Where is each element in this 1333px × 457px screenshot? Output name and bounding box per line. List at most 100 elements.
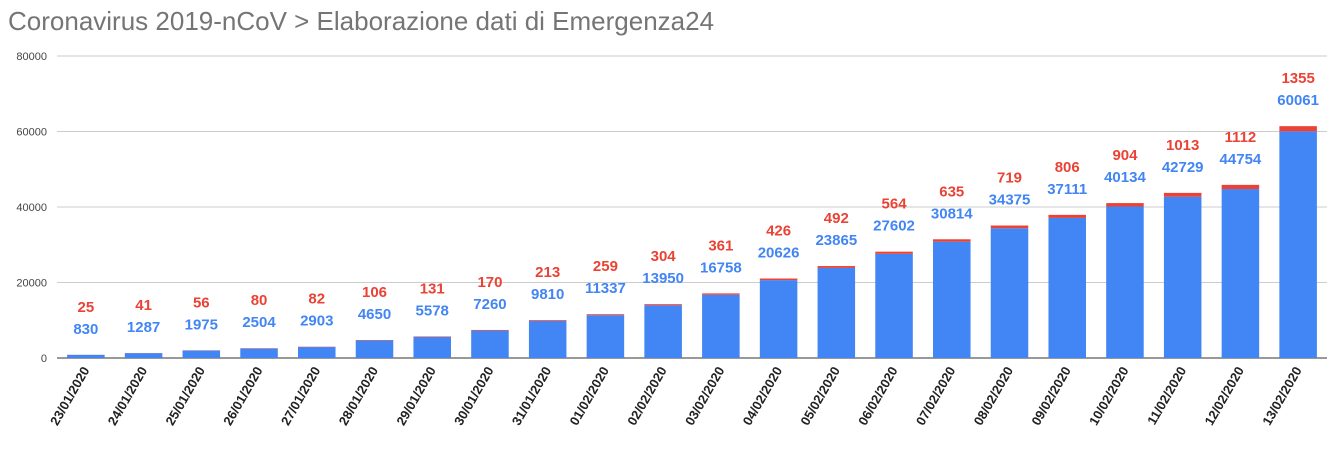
bar-cases xyxy=(1163,196,1202,358)
x-tick-label: 02/02/2020 xyxy=(624,364,670,428)
bar-deaths xyxy=(759,278,798,281)
data-labels: 830 25 1287 41 1975 56 2504 80 2903 82 4650 106 5578… xyxy=(73,70,1319,338)
bar-deaths xyxy=(990,225,1029,229)
x-tick-label: 27/01/2020 xyxy=(278,364,324,428)
data-label-deaths: 1013 xyxy=(1166,137,1199,154)
x-axis: 23/01/2020 24/01/2020 25/01/2020 26/01/2020… xyxy=(47,364,1305,428)
data-label-cases: 23865 xyxy=(815,232,857,249)
x-tick-label: 10/02/2020 xyxy=(1086,364,1132,428)
x-tick-label: 29/01/2020 xyxy=(393,364,439,428)
y-tick-label: 0 xyxy=(41,353,47,365)
data-label-cases: 11337 xyxy=(585,280,626,297)
data-label-deaths: 41 xyxy=(135,297,152,314)
bar-cases xyxy=(1048,217,1086,358)
data-label-cases: 2903 xyxy=(300,313,333,330)
data-label-cases: 40134 xyxy=(1104,169,1146,186)
x-tick-label: 25/01/2020 xyxy=(162,364,208,428)
x-tick-label: 08/02/2020 xyxy=(971,364,1017,428)
data-label-cases: 13950 xyxy=(642,270,684,287)
data-label-cases: 1975 xyxy=(185,316,218,333)
data-label-deaths: 259 xyxy=(593,258,618,275)
bar-deaths xyxy=(1221,184,1260,190)
y-tick-label: 80000 xyxy=(16,51,47,63)
x-tick-label: 09/02/2020 xyxy=(1028,364,1074,428)
data-label-deaths: 1112 xyxy=(1225,129,1257,146)
x-tick-label: 04/02/2020 xyxy=(740,364,786,428)
data-label-cases: 830 xyxy=(73,321,98,338)
bar-deaths xyxy=(528,320,567,321)
data-label-deaths: 635 xyxy=(939,183,964,200)
bar-cases xyxy=(990,228,1029,358)
bar-cases xyxy=(240,348,278,358)
x-tick-label: 13/02/2020 xyxy=(1259,364,1305,428)
bar-cases xyxy=(759,280,798,358)
bar-cases xyxy=(702,294,740,358)
bar-deaths xyxy=(702,293,740,295)
x-tick-label: 11/02/2020 xyxy=(1144,364,1189,427)
bar-cases xyxy=(644,305,682,358)
bar-cases xyxy=(933,241,971,358)
bar-deaths xyxy=(1048,214,1086,218)
data-label-deaths: 361 xyxy=(708,237,733,254)
bar-deaths xyxy=(1279,126,1317,132)
data-label-deaths: 492 xyxy=(824,210,849,227)
data-label-cases: 2504 xyxy=(242,314,276,331)
bar-cases xyxy=(182,350,221,358)
data-label-cases: 20626 xyxy=(758,245,800,262)
data-label-cases: 1287 xyxy=(127,319,160,336)
bar-deaths xyxy=(875,251,913,254)
bar-cases xyxy=(355,340,394,358)
data-label-deaths: 1355 xyxy=(1281,70,1314,87)
data-label-cases: 5578 xyxy=(416,302,449,319)
bar-cases xyxy=(471,330,509,358)
bar-deaths xyxy=(1163,192,1202,197)
data-label-cases: 4650 xyxy=(358,306,391,323)
x-tick-label: 30/01/2020 xyxy=(451,364,497,428)
data-label-cases: 27602 xyxy=(873,218,915,235)
bar-cases xyxy=(586,315,625,358)
data-label-cases: 30814 xyxy=(931,205,973,222)
bar-deaths xyxy=(471,329,509,331)
bar-deaths xyxy=(933,239,971,242)
y-tick-label: 40000 xyxy=(16,202,47,214)
bars xyxy=(67,126,1317,358)
x-tick-label: 05/02/2020 xyxy=(797,364,843,428)
bar-cases xyxy=(1221,189,1260,358)
bar-deaths xyxy=(644,304,682,306)
x-tick-label: 06/02/2020 xyxy=(855,364,901,428)
data-label-deaths: 564 xyxy=(882,196,908,213)
chart-title: Coronavirus 2019-nCoV > Elaborazione dat… xyxy=(8,6,715,36)
data-label-cases: 60061 xyxy=(1277,92,1319,109)
x-tick-label: 28/01/2020 xyxy=(336,364,382,428)
data-label-deaths: 80 xyxy=(251,292,268,309)
data-label-cases: 42729 xyxy=(1162,159,1204,176)
y-tick-label: 60000 xyxy=(16,127,47,139)
x-tick-label: 24/01/2020 xyxy=(105,364,151,428)
data-label-cases: 9810 xyxy=(531,286,564,303)
bar-cases xyxy=(875,253,913,358)
data-label-deaths: 56 xyxy=(193,294,210,311)
bar-cases xyxy=(67,354,105,358)
data-label-cases: 37111 xyxy=(1047,181,1087,198)
x-tick-label: 31/01/2020 xyxy=(509,364,555,428)
data-label-deaths: 25 xyxy=(78,299,95,316)
data-label-cases: 44754 xyxy=(1220,151,1262,168)
data-label-deaths: 213 xyxy=(535,264,560,281)
data-label-deaths: 719 xyxy=(997,170,1022,187)
data-label-deaths: 82 xyxy=(308,291,325,308)
bar-cases xyxy=(124,353,163,358)
bar-deaths xyxy=(817,266,856,268)
bar-cases xyxy=(1279,131,1317,358)
bar-deaths xyxy=(1106,203,1144,207)
data-label-deaths: 106 xyxy=(362,284,387,301)
bar-deaths xyxy=(586,314,625,316)
x-tick-label: 26/01/2020 xyxy=(220,364,266,428)
bar-cases xyxy=(528,320,567,358)
y-tick-label: 20000 xyxy=(16,278,47,290)
x-tick-label: 23/01/2020 xyxy=(47,364,93,428)
x-tick-label: 03/02/2020 xyxy=(682,364,728,428)
bar-cases xyxy=(817,267,856,358)
data-label-deaths: 904 xyxy=(1112,147,1138,164)
data-label-deaths: 170 xyxy=(477,274,502,291)
